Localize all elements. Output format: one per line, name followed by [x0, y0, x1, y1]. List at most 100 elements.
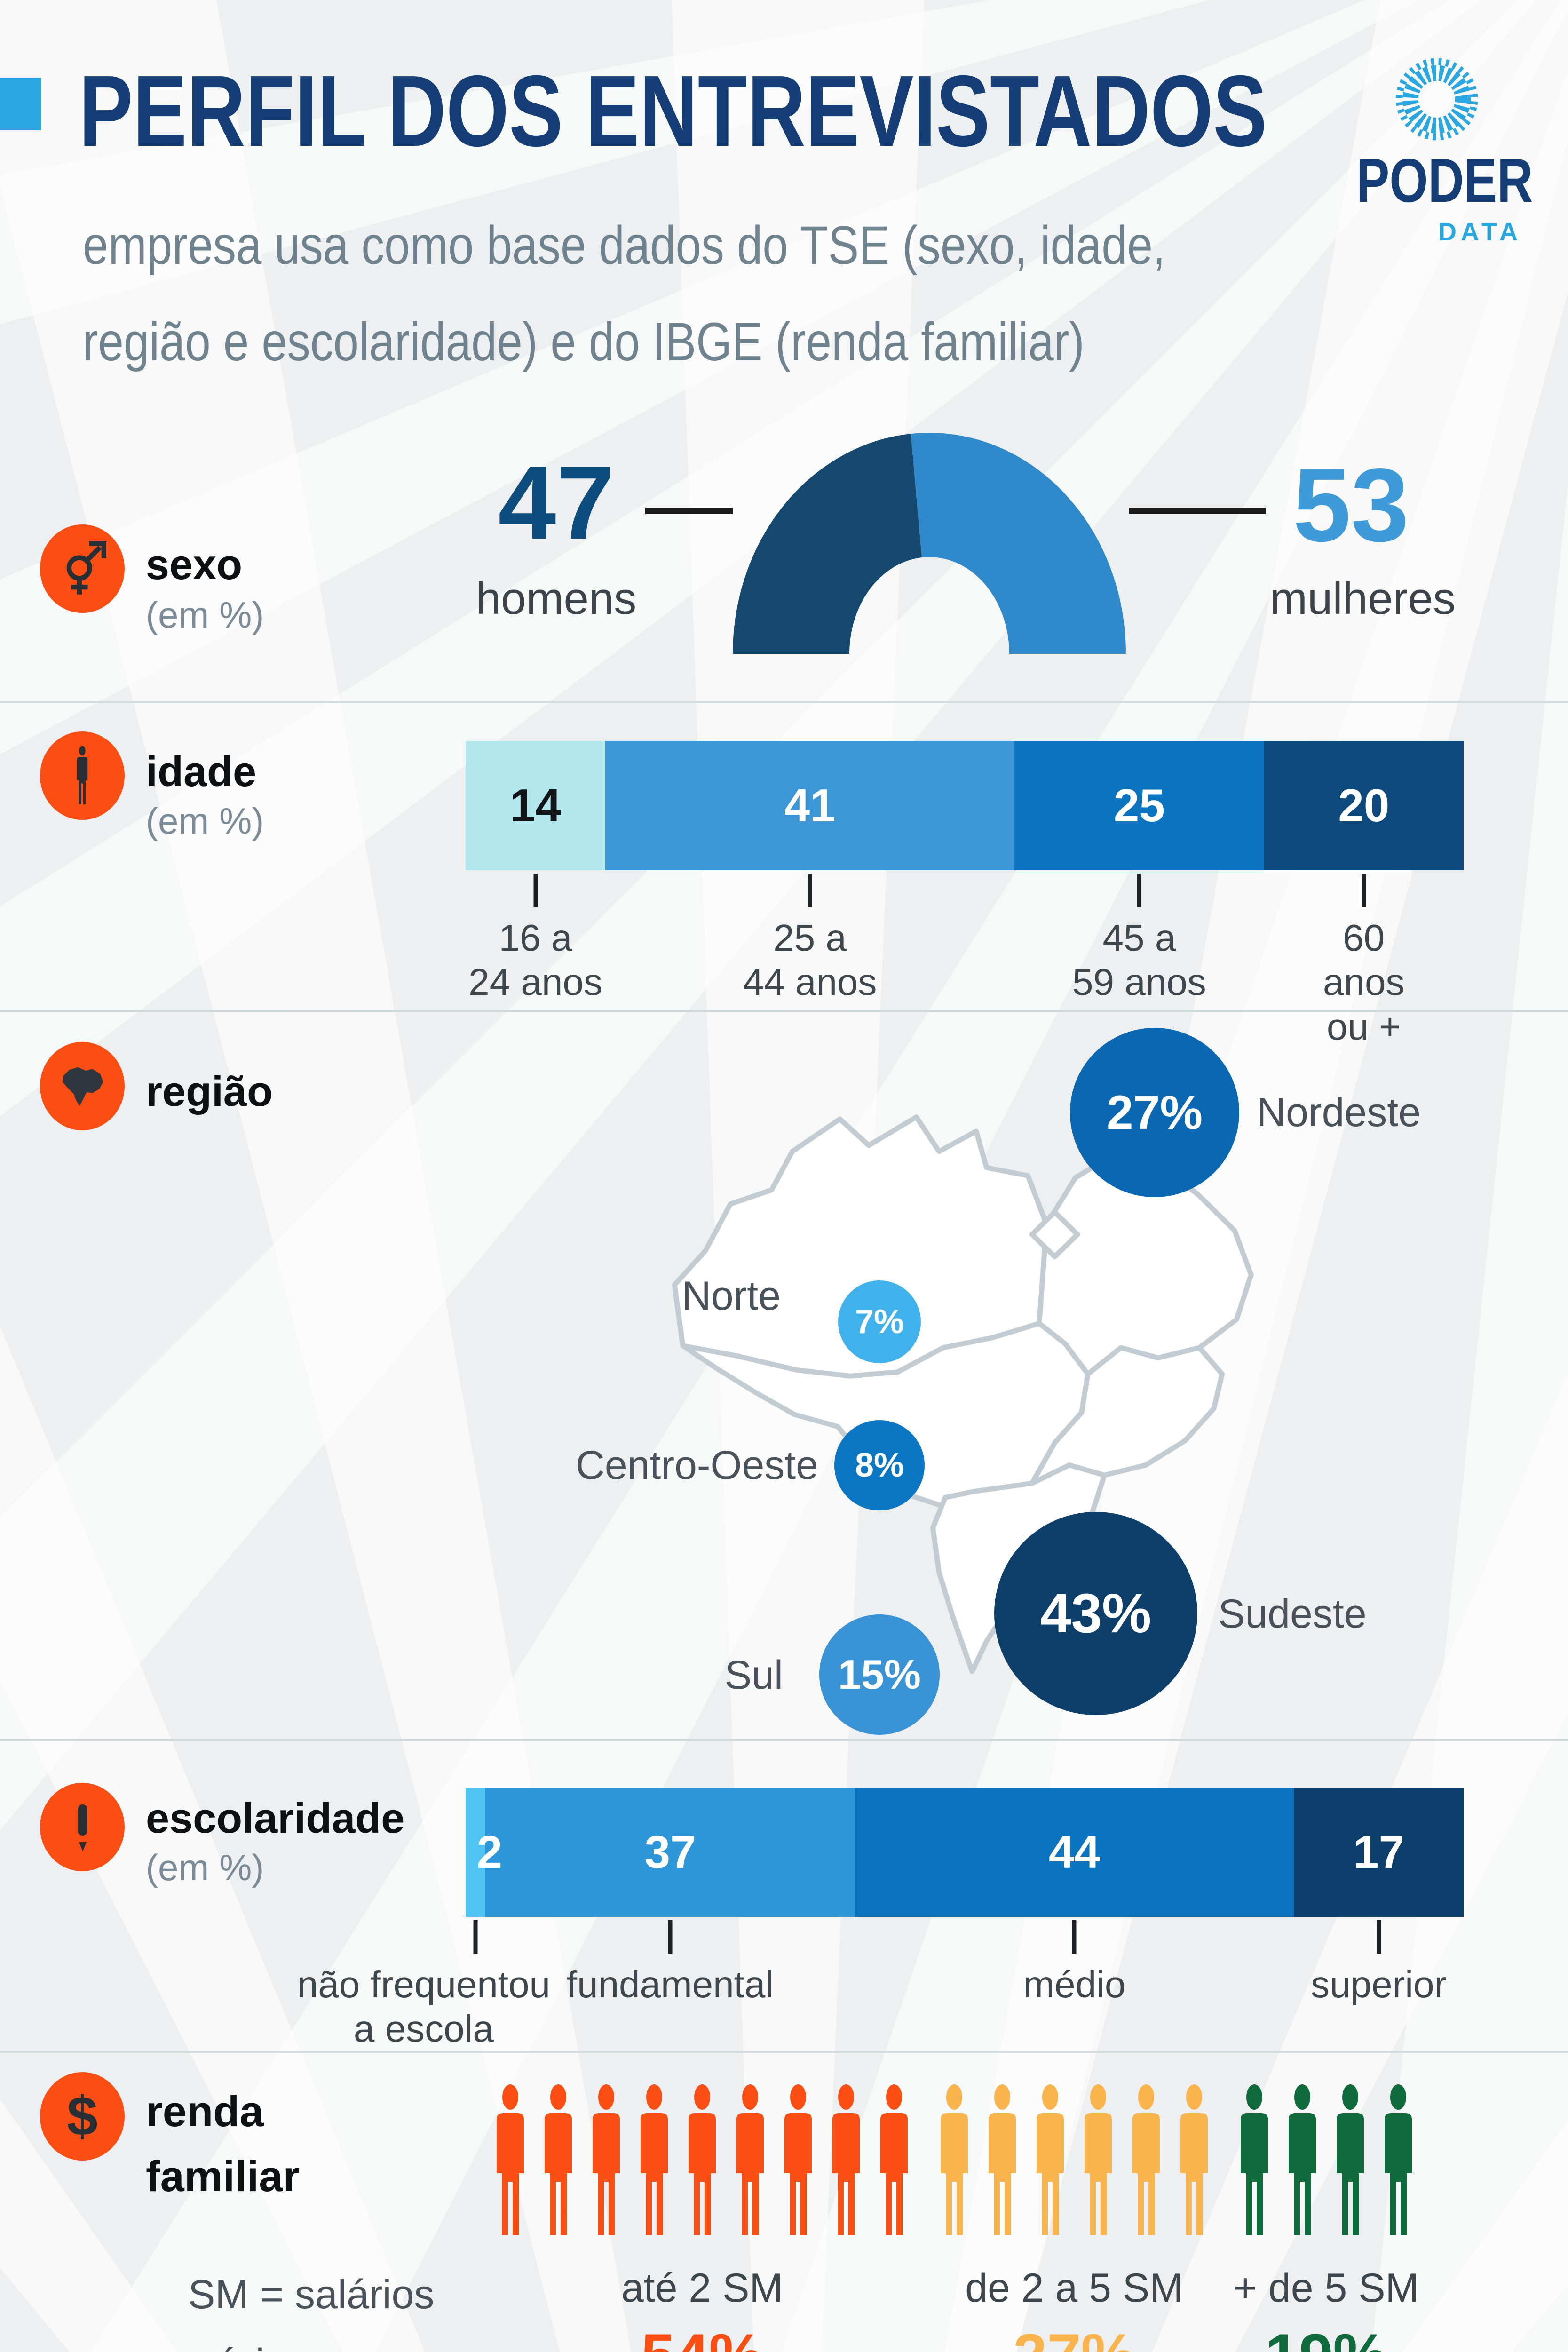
income-group: até 2 SM 54%	[489, 2084, 915, 2352]
bar-tick	[1137, 874, 1141, 907]
person-icon	[689, 2084, 716, 2235]
bar-track	[466, 741, 1464, 870]
bar-category-label: 25 a 44 anos	[743, 917, 877, 1003]
person-icon	[1337, 2084, 1364, 2235]
section-divider	[0, 1739, 1568, 1741]
person-icon	[593, 2084, 620, 2235]
bar-tick	[1072, 1920, 1077, 1954]
bar-category-label: 45 a 59 anos	[1072, 917, 1206, 1003]
region-bubble-nordeste: 27%	[1070, 1028, 1239, 1197]
bar-tick	[808, 874, 812, 907]
income-percentage: 19%	[1265, 2320, 1387, 2352]
sexo-label-homens: homens	[475, 573, 637, 624]
regiao-heading: região	[146, 1068, 273, 1115]
sexo-label-mulheres: mulheres	[1270, 573, 1456, 624]
bar-segment-value: 20	[1338, 779, 1390, 831]
bar-segment-value: 44	[1048, 1826, 1100, 1878]
bar-segment-value: 37	[644, 1826, 696, 1878]
person-icon	[736, 2084, 764, 2235]
donut-slice-homens	[733, 434, 922, 654]
donut-slice-mulheres	[911, 433, 1126, 654]
section-divider	[0, 1010, 1568, 1012]
dollar-icon: $	[67, 2085, 98, 2147]
escolaridade-unit: (em %)	[146, 1847, 264, 1888]
income-percentage: 27%	[1013, 2320, 1135, 2352]
income-label: de 2 a 5 SM	[965, 2265, 1183, 2311]
sexo-connector-left	[645, 508, 733, 514]
person-icon	[1132, 2084, 1160, 2235]
sexo-unit: (em %)	[146, 594, 264, 636]
region-bubble-centro-oeste: 8%	[834, 1420, 925, 1510]
pencil-exclamation-icon	[78, 1804, 87, 1851]
person-icon	[497, 2084, 524, 2235]
logo-data: DATA	[1438, 218, 1522, 246]
region-label-norte: Norte	[681, 1273, 781, 1319]
bar-segment-value: 14	[510, 779, 562, 831]
sexo-heading: sexo	[146, 541, 243, 588]
person-icon	[1085, 2084, 1112, 2235]
sexo-value-mulheres: 53	[1293, 447, 1409, 564]
income-percentage: 54%	[641, 2320, 763, 2352]
escolaridade-heading: escolaridade	[146, 1795, 405, 1842]
region-label-sul: Sul	[724, 1653, 783, 1698]
bar-segment-médio	[855, 1788, 1294, 1917]
poderdata-sunburst-icon	[1395, 58, 1478, 141]
map-diamond-detail	[1029, 1209, 1080, 1259]
sexo-icon-circle	[40, 524, 125, 613]
bar-tick	[473, 1920, 478, 1954]
region-label-centro-oeste: Centro-Oeste	[575, 1443, 818, 1488]
bar-segment-value: 25	[1113, 779, 1165, 831]
bar-category-label: superior	[1311, 1963, 1447, 2005]
region-bubble-sudeste: 43%	[994, 1512, 1197, 1715]
bar-category-label: não frequentou a escola	[297, 1963, 551, 2050]
person-icon	[1385, 2084, 1412, 2235]
bar-segment-value: 41	[784, 779, 836, 831]
income-label: até 2 SM	[621, 2265, 784, 2311]
idade-heading: idade	[146, 748, 257, 795]
renda-icon-circle: $	[40, 2072, 125, 2161]
gender-icon	[66, 540, 107, 595]
income-figures	[933, 2084, 1215, 2239]
income-figures	[1233, 2084, 1419, 2239]
person-icon	[1037, 2084, 1064, 2235]
person-icon	[832, 2084, 860, 2235]
region-label-sudeste: Sudeste	[1218, 1591, 1367, 1637]
person-icon	[1289, 2084, 1316, 2235]
bar-category-label: fundamental	[566, 1963, 774, 2005]
idade-icon-circle	[40, 731, 125, 820]
region-bubble-sul: 15%	[819, 1614, 940, 1735]
sexo-connector-right	[1129, 508, 1266, 514]
regiao-icon-circle	[40, 1042, 125, 1130]
bar-segment-value: 2	[476, 1826, 503, 1878]
logo-poder: PODER	[1356, 146, 1533, 215]
income-figures	[489, 2084, 915, 2239]
person-icon	[1180, 2084, 1208, 2235]
sexo-value-homens: 47	[498, 445, 614, 561]
escolaridade-stacked-bar: 2 não frequentou a escola 37 fundamental 44 m…	[297, 1788, 1464, 2050]
bar-tick	[1377, 1920, 1381, 1954]
person-icon	[545, 2084, 572, 2235]
bar-category-label: 60 anos ou +	[1323, 917, 1405, 1048]
bar-segment-fundamental	[485, 1788, 855, 1917]
bar-segment-25-a-44-anos	[605, 741, 1015, 870]
bar-tick	[533, 874, 538, 907]
bar-segment-value: 17	[1353, 1826, 1405, 1878]
person-icon	[880, 2084, 908, 2235]
section-divider	[0, 701, 1568, 703]
region-bubble-norte: 7%	[838, 1280, 921, 1363]
renda-sm-note: SM = salários mínimos	[188, 2272, 435, 2352]
section-divider	[0, 2051, 1568, 2053]
bar-segment-não-frequentou-a-escola	[466, 1788, 486, 1917]
person-icon	[941, 2084, 968, 2235]
income-label: + de 5 SM	[1233, 2265, 1419, 2311]
income-pictogram: até 2 SM 54% de 2 a 5 SM 27% + de 5 SM 19%	[489, 2084, 1419, 2352]
income-group: de 2 a 5 SM 27%	[933, 2084, 1215, 2352]
bar-segment-60-anos-ou-+	[1264, 741, 1464, 870]
brazil-regions-map	[672, 1114, 1254, 1674]
brazil-map-icon	[62, 1067, 103, 1106]
income-group: + de 5 SM 19%	[1233, 2084, 1419, 2352]
page-subtitle: empresa usa como base dados do TSE (sexo…	[83, 215, 1166, 372]
bar-tick	[1362, 874, 1366, 907]
bar-tick	[668, 1920, 673, 1954]
